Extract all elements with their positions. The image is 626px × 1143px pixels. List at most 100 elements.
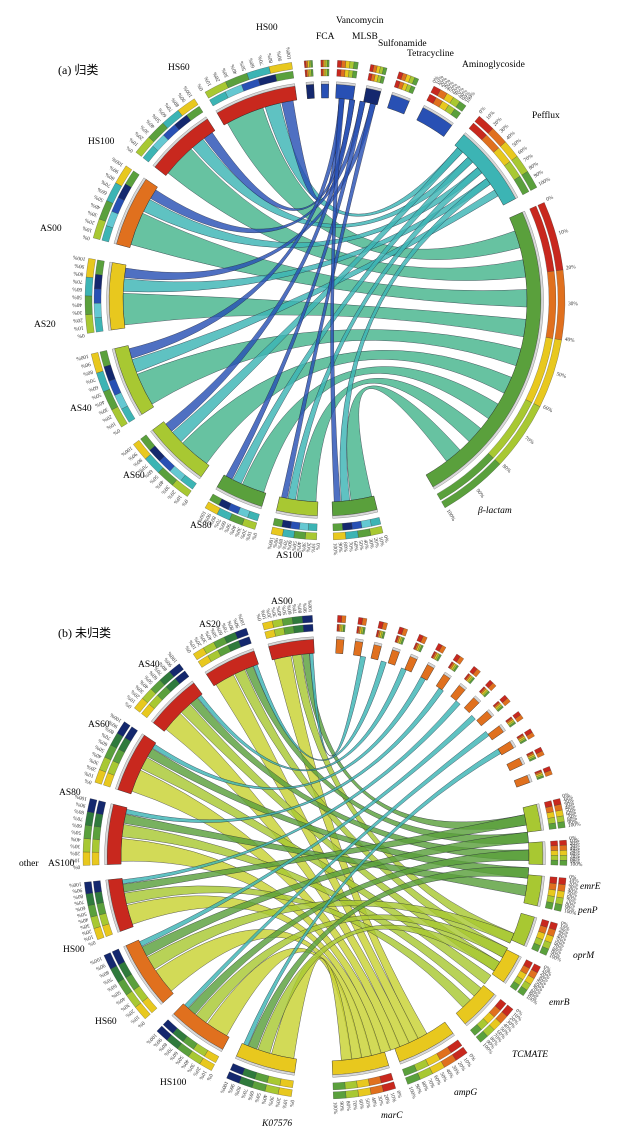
panel-a-tick-label: 0% [111,427,121,436]
panel-a-tick-label: 60% [452,84,463,96]
panel-b-outer-ring-2-band [553,903,563,912]
panel-b-tick-label: 20% [382,1094,390,1106]
panel-b-tick-label: 60% [432,1075,442,1087]
panel-a-outer-ring-1-band [340,69,346,77]
panel-b-ribbon [197,667,407,772]
panel-a-tick-label: 70% [100,178,112,188]
panel-b-outer-ring-1-band [550,850,559,856]
panel-b-segment-scale [486,709,495,718]
panel-a-tick-label: 90% [177,91,188,103]
panel-a-outer-ring-1-band [360,519,372,529]
panel-a-outer-ring-2-band [357,528,371,538]
panel-b-tick-label: 90% [75,800,86,808]
panel-a-tick-label: 100% [72,254,86,262]
panel-b-outer-ring-1-band [242,1068,257,1080]
panel-b-tick-label: 80% [158,660,169,672]
panel-b-outer-ring-2-band [116,721,131,737]
panel-b-outer-ring-1-band [550,845,559,851]
panel-b-labels: AS00 AS20 AS40 AS60 AS80 AS100 HS00 HS60… [19,597,601,1129]
panel-a-outer-ring-1-band [450,108,461,119]
panel-b-tick-label: 0% [136,1019,146,1029]
panel-b-tick-label: 80% [297,603,304,614]
panel-a-outer-ring-2-band [345,530,359,540]
panel-a-tick-label: 90% [74,262,85,269]
panel-a-outer-ring-1-band [94,274,103,290]
panel-b-ribbons [120,653,530,1061]
panel-b-outer-ring-1-band [264,629,276,639]
panel-a-tick-label: 0% [478,105,488,115]
gene-label-emrb: emrB [549,998,570,1008]
panel-b-segment-scale [473,695,482,704]
panel-a-outer-ring-1-band [324,68,326,77]
panel-b-tick-label: 70% [153,664,164,676]
panel-a-tick-label: 80% [104,171,116,181]
panel-a-outer-ring-1-band [311,69,314,77]
panel-b-outer-ring-1-band [274,627,286,637]
panel-b-tick-label: 20% [558,927,570,936]
gene-label-emre: emrE [580,882,601,892]
panel-b-tick-label: 10% [462,1057,473,1069]
panel-b-tick-label: 40% [276,605,284,616]
panel-b-tick-label: 60% [566,895,577,903]
panel-a-tick-label: 10% [485,110,496,122]
panel-b-segment-inner [353,640,364,657]
panel-b-tick-label: 50% [555,937,567,946]
panel-b-outer-ring-1-band [91,838,100,853]
panel-b-outer-ring-1-band [266,1075,282,1086]
panel-b-tick-label: 50% [567,891,578,899]
panel-b-outer-ring-2-band [558,877,567,885]
panel-b-tick-label: 80% [551,947,563,957]
panel-b-outer-ring-2-band [556,815,565,823]
panel-a-tick-label: 60% [87,384,99,393]
panel-a-tick-label: 50% [357,540,364,551]
panel-b-tick-label: 70% [102,976,114,986]
sample-label-as60: AS60 [88,720,110,730]
panel-b-outer-ring-1-band [124,726,138,742]
panel-b-tick-label: 30% [568,885,579,892]
panel-b-tick-label: 60% [106,982,118,993]
panel-a-tick-label: 50% [72,294,82,300]
panel-a-tick-label: 50% [290,541,297,552]
panel-b-segment-scale [542,841,546,865]
panel-b-tick-label: 80% [98,969,110,979]
panel-a-tick-label: 0% [382,535,390,544]
panel-a-tick-label: 40% [505,130,517,141]
panel-a-tick-label: 10% [309,543,316,554]
panel-b-tick-label: 70% [351,1100,358,1111]
panel-b-tick-label: 70% [100,731,112,741]
panel-a-tick-label: 90% [108,164,120,175]
panel-b-tick-label: 30% [450,1064,461,1076]
panel-a-tick-label: 80% [131,457,143,468]
panel-b-segment-scale [399,1033,455,1065]
panel-a-outer-ring-1-band [336,69,342,77]
panel-a-outer-ring-2-band [85,314,95,334]
panel-a-segment-scale [432,210,544,490]
panel-a-tick-label: 60% [542,404,554,414]
panel-b-tick-label: 80% [420,1081,430,1093]
panel-b-tick-label: 40% [565,803,576,811]
panel-b-outer-ring-2-band [93,926,105,940]
panel-a-tick-label: 20% [304,542,311,553]
panel-a-outer-ring-1-band [513,176,530,196]
panel-b-outer-ring-2-band [557,883,566,892]
panel-a-outer-ring-1-band [299,522,309,531]
panel-a-tick-label: 40% [227,524,236,536]
panel-b-tick-label: 80% [565,902,576,910]
panel-b-tick-label: 70% [552,943,564,952]
panel-a-outer-ring-2-band [521,171,538,191]
panel-a-outer-ring-1-band [320,68,323,77]
panel-a-tick-label: 10% [244,530,253,542]
panel-b-tick-label: 50% [143,673,155,685]
panel-a-outer-ring-1-band [379,75,385,84]
panel-b-tick-label: 50% [71,828,82,835]
panel-b-outer-ring-1-band [509,981,520,991]
panel-a-tick-label: 80% [267,52,275,63]
panel-b-outer-ring-2-band [559,855,568,861]
panel-b-tick-label: 90% [338,1101,345,1112]
panel-b-tick-label: 80% [73,807,84,815]
panel-b-outer-ring-1-band [402,1064,417,1077]
panel-a-tick-label: 20% [492,116,504,128]
panel-a-outer-ring-1-band [93,288,102,304]
panel-b-tick-label: 70% [239,1088,248,1100]
panel-b-tick-label: 0% [87,939,96,947]
